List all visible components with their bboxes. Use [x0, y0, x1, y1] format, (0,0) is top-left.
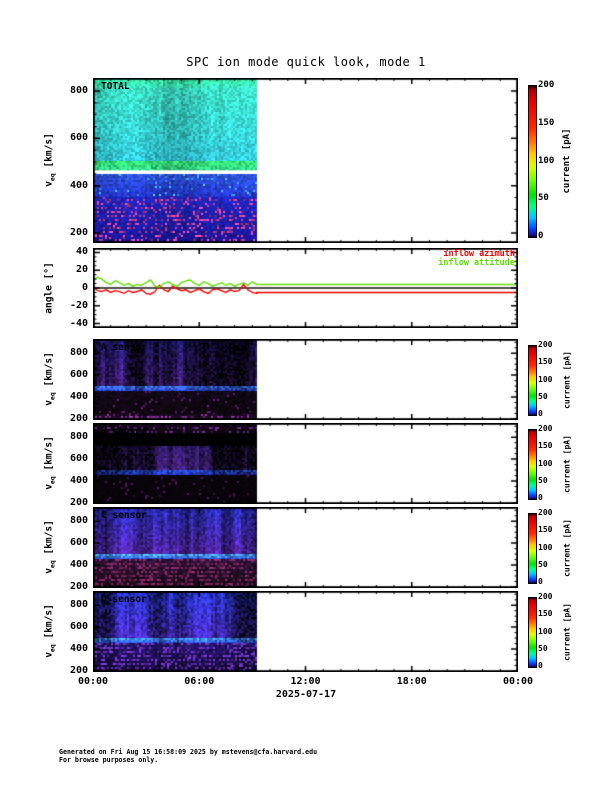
y-tick-label: 600: [69, 132, 88, 144]
sensor-a-canvas: [93, 339, 518, 420]
y-tick-label: 400: [69, 391, 88, 402]
sensor-d-canvas: [93, 591, 518, 672]
footer: Generated on Fri Aug 15 16:58:09 2025 by…: [59, 748, 318, 765]
panel-label-sensor-a: A sensor: [101, 342, 147, 353]
x-tick-label: 00:00: [502, 676, 534, 687]
panel-sensor-d-spectrogram: [93, 591, 518, 672]
colorbar-axis-label: current [pA]: [562, 350, 572, 409]
y-tick-label: 600: [69, 453, 88, 465]
y-tick-label: 40: [75, 246, 88, 258]
y-tick-label: 600: [69, 369, 88, 381]
colorbar-tick-label: 0: [538, 661, 543, 670]
colorbar: [528, 345, 537, 416]
y-tick-label: 800: [69, 599, 88, 611]
y-tick-label: 400: [69, 179, 88, 191]
x-axis-date-label: 2025-07-17: [275, 689, 337, 700]
colorbar-axis-label: current [pA]: [562, 518, 572, 577]
colorbar-tick-label: 150: [538, 609, 553, 619]
colorbar-tick-label: 200: [538, 340, 553, 349]
panel-sensor-c-spectrogram: [93, 507, 518, 588]
sensor-b-canvas: [93, 423, 518, 504]
colorbar-tick-label: 200: [538, 80, 555, 90]
footer-generated-line: Generated on Fri Aug 15 16:58:09 2025 by…: [59, 748, 318, 756]
colorbar: [528, 85, 537, 238]
x-tick-label: 00:00: [77, 676, 109, 687]
colorbar-tick-label: 200: [538, 508, 553, 517]
legend-inflow-azimuth: inflow azimuth: [443, 249, 515, 259]
sensor-c-canvas: [93, 507, 518, 588]
legend-inflow-attitude: inflow attitude: [438, 258, 515, 268]
colorbar-tick-label: 150: [538, 357, 553, 367]
colorbar-tick-label: 150: [538, 117, 555, 128]
footer-browse-line: For browse purposes only.: [59, 755, 159, 764]
panel-label-sensor-d: D sensor: [101, 594, 147, 605]
colorbar-tick-label: 200: [538, 424, 553, 433]
panel-sensor-a-spectrogram: [93, 339, 518, 420]
colorbar-axis-label: current [pA]: [562, 434, 572, 493]
panel-label-total: TOTAL: [101, 81, 130, 92]
panel-label-sensor-c: C sensor: [101, 510, 147, 521]
y-tick-label: 800: [69, 347, 88, 359]
colorbar-tick-label: 50: [538, 475, 548, 485]
colorbar-tick-label: 100: [538, 626, 553, 636]
y-tick-label: -20: [69, 299, 88, 311]
y-tick-label: 400: [69, 475, 88, 486]
x-tick-label: 18:00: [396, 676, 427, 687]
y-tick-label: 400: [69, 559, 88, 570]
colorbar-tick-label: 100: [538, 458, 553, 468]
colorbar: [528, 513, 537, 584]
colorbar-tick-label: 150: [538, 441, 553, 451]
colorbar-tick-label: 0: [538, 409, 543, 418]
colorbar-tick-label: 0: [538, 231, 544, 241]
page-title: SPC ion mode quick look, mode 1: [186, 55, 426, 69]
colorbar-axis-label: current [pA]: [562, 127, 572, 194]
colorbar-tick-label: 50: [538, 193, 549, 204]
y-tick-label: 200: [69, 580, 88, 592]
x-tick-label: 06:00: [184, 676, 215, 687]
colorbar-tick-label: 100: [538, 374, 553, 384]
colorbar-axis-label: current [pA]: [562, 602, 572, 661]
x-tick-label: 12:00: [290, 676, 321, 687]
y-tick-label: 800: [69, 515, 88, 527]
y-tick-label: 200: [69, 227, 88, 239]
y-tick-label: 200: [69, 412, 88, 424]
y-tick-label: 600: [69, 621, 88, 633]
panel-total-spectrogram: [93, 78, 518, 243]
colorbar-tick-label: 100: [538, 542, 553, 552]
y-tick-label: 200: [69, 496, 88, 508]
colorbar-tick-label: 0: [538, 493, 543, 502]
panel-label-sensor-b: B sensor: [101, 426, 147, 437]
total-spectrogram-canvas: [93, 78, 518, 243]
y-tick-label: -40: [69, 317, 88, 329]
y-tick-label: 800: [69, 431, 88, 443]
colorbar-tick-label: 50: [538, 643, 548, 653]
y-tick-label: 20: [75, 264, 88, 276]
colorbar-tick-label: 100: [538, 155, 555, 166]
angles-chart-canvas: [93, 248, 518, 328]
y-tick-label: 200: [69, 664, 88, 676]
colorbar: [528, 429, 537, 500]
panel-inflow-angles: [93, 248, 518, 328]
y-tick-label: 800: [69, 85, 88, 97]
colorbar-tick-label: 0: [538, 577, 543, 586]
panel-sensor-b-spectrogram: [93, 423, 518, 504]
y-tick-label: 400: [69, 643, 88, 654]
colorbar-tick-label: 150: [538, 525, 553, 535]
colorbar-tick-label: 200: [538, 592, 553, 601]
colorbar: [528, 597, 537, 668]
colorbar-tick-label: 50: [538, 559, 548, 569]
y-tick-label: 0: [81, 282, 88, 293]
y-tick-label: 600: [69, 537, 88, 549]
colorbar-tick-label: 50: [538, 391, 548, 401]
